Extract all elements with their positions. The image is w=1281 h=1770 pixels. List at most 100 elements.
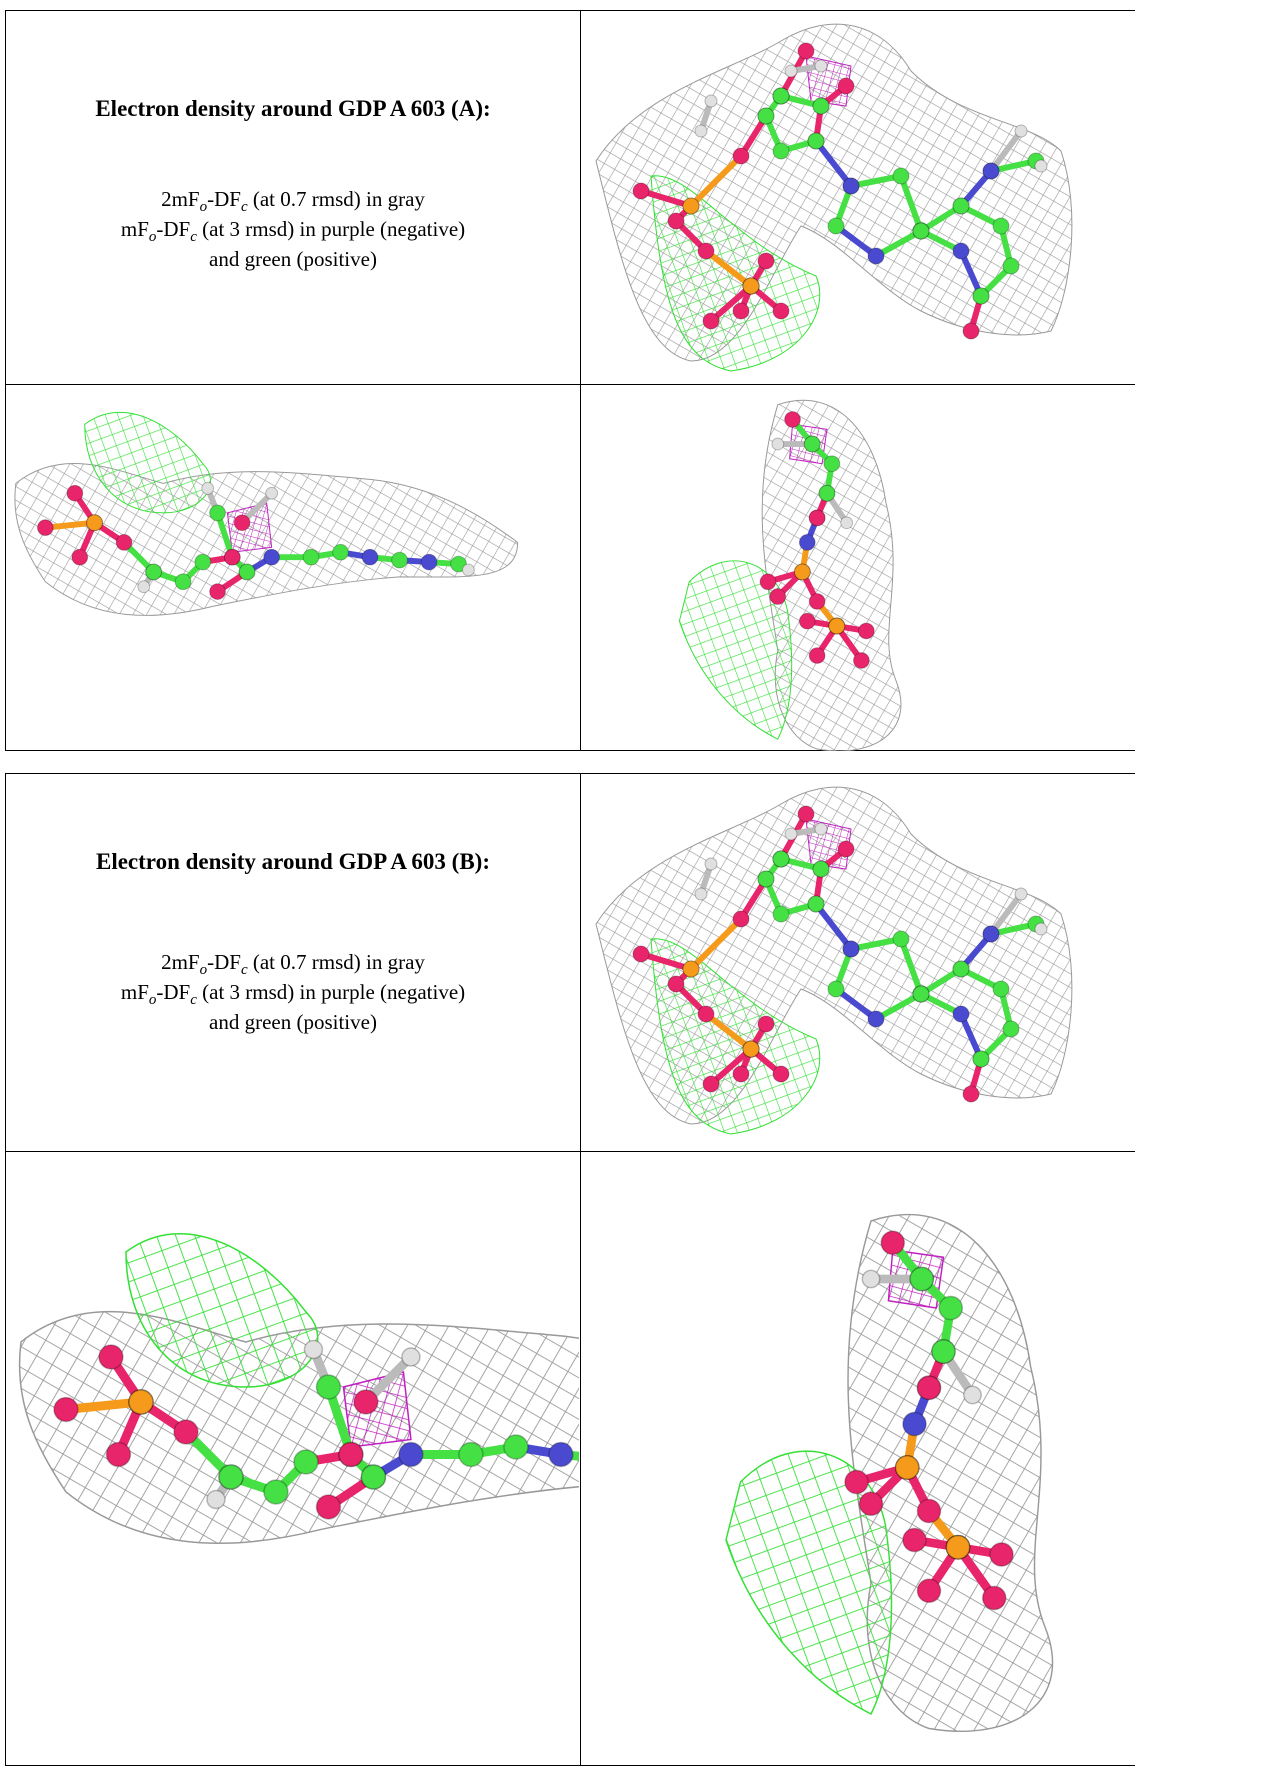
atom — [633, 946, 649, 962]
atom — [983, 1586, 1006, 1609]
atom — [773, 906, 789, 922]
atom — [990, 1543, 1013, 1566]
legend-line: 2mFo-DFc (at 0.7 rmsd) in gray — [6, 187, 580, 216]
atom — [973, 1051, 989, 1067]
atom — [828, 218, 844, 234]
atom — [893, 168, 909, 184]
atom — [917, 1579, 940, 1602]
atom — [138, 581, 150, 593]
atom — [234, 515, 250, 531]
atom — [868, 1011, 884, 1027]
atom — [705, 858, 717, 870]
atom — [819, 485, 835, 501]
atom — [841, 517, 853, 529]
table-title: Electron density around GDP A 603 (B): — [6, 849, 580, 875]
atom — [733, 911, 749, 927]
atom — [219, 1465, 243, 1489]
density-image — [581, 774, 1135, 1150]
atom — [845, 1470, 868, 1493]
molecule-view — [596, 787, 1072, 1134]
atom — [843, 178, 859, 194]
atom — [939, 1296, 962, 1319]
atom — [1015, 888, 1027, 900]
table-title: Electron density around GDP A 603 (A): — [6, 96, 580, 122]
atom — [758, 253, 774, 269]
molecule-view — [679, 400, 901, 751]
atom — [798, 806, 814, 822]
atom — [868, 248, 884, 264]
atom — [917, 1376, 940, 1399]
atom — [910, 1267, 933, 1290]
atom — [743, 278, 759, 294]
atom — [838, 841, 854, 857]
atom — [953, 1006, 969, 1022]
legend-line: 2mFo-DFc (at 0.7 rmsd) in gray — [6, 950, 580, 979]
atom — [953, 198, 969, 214]
atom — [854, 653, 870, 669]
atom — [210, 584, 226, 600]
atom — [903, 1528, 926, 1551]
atom — [72, 549, 88, 565]
page: Electron density around GDP A 603 (A): 2… — [0, 0, 1281, 1770]
atom — [758, 108, 774, 124]
atom — [695, 888, 707, 900]
density-image — [6, 385, 579, 751]
atom — [668, 213, 684, 229]
atom — [859, 1492, 882, 1515]
atom — [106, 1442, 130, 1466]
atom — [881, 1231, 904, 1254]
density-image — [581, 11, 1135, 383]
atom — [808, 896, 824, 912]
atom — [760, 574, 776, 590]
atom — [983, 163, 999, 179]
atom — [862, 1270, 879, 1287]
atom — [799, 613, 815, 629]
atom — [838, 78, 854, 94]
atom — [743, 1041, 759, 1057]
atom — [758, 1016, 774, 1032]
legend-line: and green (positive) — [6, 247, 580, 272]
atom — [99, 1345, 123, 1369]
atom — [733, 303, 749, 319]
atom — [362, 549, 378, 565]
legend-line: and green (positive) — [6, 1010, 580, 1035]
atom — [668, 976, 684, 992]
atom — [67, 485, 83, 501]
atom — [809, 648, 825, 664]
atom — [316, 1495, 340, 1519]
atom — [815, 60, 827, 72]
atom — [893, 931, 909, 947]
atom — [683, 961, 699, 977]
atom — [813, 98, 829, 114]
atom — [239, 564, 255, 580]
atom — [304, 1340, 322, 1358]
atom — [399, 1442, 423, 1466]
atom — [953, 961, 969, 977]
atom — [808, 133, 824, 149]
atom — [932, 1340, 955, 1363]
density-image — [6, 1152, 579, 1766]
atom — [633, 183, 649, 199]
atom — [549, 1442, 573, 1466]
density-mesh-green — [726, 1451, 892, 1714]
atom — [733, 1066, 749, 1082]
atom — [207, 1490, 225, 1508]
atom — [361, 1465, 385, 1489]
atom — [333, 544, 349, 560]
atom — [983, 926, 999, 942]
atom — [785, 412, 801, 428]
atom — [195, 554, 211, 570]
atom — [698, 243, 714, 259]
atom — [146, 564, 162, 580]
legend-line: mFo-DFc (at 3 rmsd) in purple (negative) — [6, 980, 580, 1009]
atom — [896, 1456, 919, 1479]
atom — [339, 1442, 363, 1466]
atom — [698, 1006, 714, 1022]
atom — [858, 623, 874, 639]
atom — [799, 535, 815, 551]
atom — [37, 520, 53, 536]
atom — [210, 505, 226, 521]
atom — [973, 288, 989, 304]
atom — [917, 1499, 940, 1522]
atom — [1035, 923, 1047, 935]
